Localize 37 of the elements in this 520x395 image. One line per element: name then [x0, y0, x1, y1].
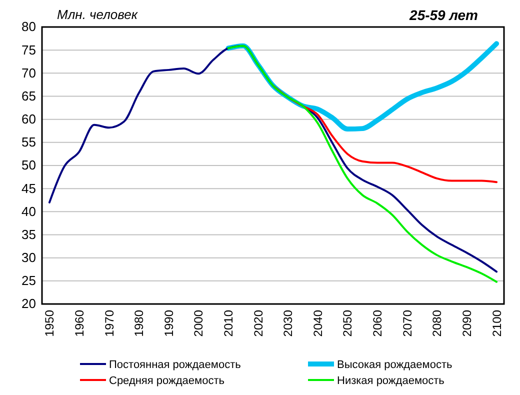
y-tick-label: 30: [22, 250, 36, 265]
legend-label: Высокая рождаемость: [337, 359, 453, 371]
x-tick-label: 2060: [370, 310, 385, 337]
x-tick-label: 2100: [490, 310, 504, 337]
legend-label: Постоянная рождаемость: [109, 359, 242, 371]
x-tick-label: 2040: [310, 310, 325, 337]
y-tick-label: 45: [22, 180, 36, 196]
y-axis-title: Млн. человек: [57, 7, 138, 22]
line-series: [272, 84, 498, 184]
x-tick-label: 1970: [102, 310, 116, 337]
x-tick-label: 2020: [251, 310, 266, 337]
y-tick-label: 55: [22, 134, 36, 150]
y-tick-label: 50: [22, 158, 36, 173]
x-tick-label: 2090: [460, 310, 474, 337]
y-tick-label: 80: [22, 19, 36, 34]
legend-label: Средняя рождаемость: [109, 375, 225, 387]
x-tick-label: 1990: [162, 310, 176, 337]
x-tick-label: 1980: [132, 310, 146, 337]
legend-label: Низкая рождаемость: [337, 375, 445, 387]
y-tick-label: 70: [22, 65, 36, 80]
x-tick-label: 2030: [281, 310, 296, 337]
y-tick-label: 65: [22, 88, 36, 104]
x-tick-label: 2010: [221, 310, 236, 337]
y-tick-label: 75: [22, 42, 36, 58]
x-tick-label: 1960: [72, 310, 86, 337]
y-tick-label: 25: [22, 273, 36, 288]
x-tick-label: 2000: [192, 310, 206, 337]
y-tick-label: 35: [22, 226, 36, 242]
x-tick-label: 1950: [42, 310, 57, 337]
x-tick-label: 2070: [400, 310, 414, 337]
x-tick-label: 2080: [430, 310, 444, 337]
line-series: [227, 44, 498, 283]
x-tick-label: 2050: [340, 310, 355, 337]
chart-title: 25-59 лет: [408, 7, 478, 23]
y-tick-label: 40: [22, 204, 36, 219]
y-tick-label: 20: [22, 296, 36, 312]
y-tick-label: 60: [22, 111, 36, 126]
